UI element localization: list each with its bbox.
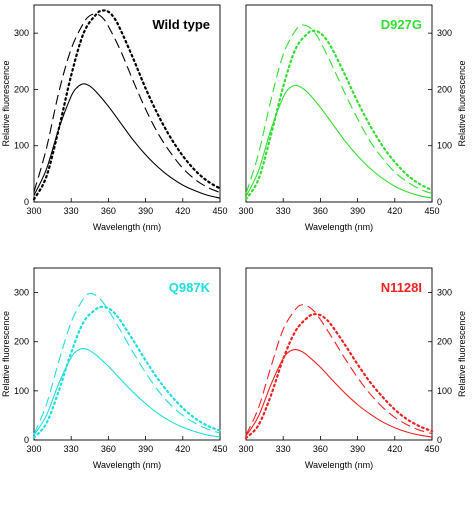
y-tick-label: 200: [14, 337, 29, 347]
x-tick-label: 450: [212, 206, 227, 216]
y-axis-label: Relative fluorescence: [1, 311, 11, 397]
series-line-dashed: [245, 304, 433, 436]
y-tick-label: 300: [437, 288, 452, 298]
series-line-dotted: [244, 29, 434, 201]
y-tick-label: 100: [437, 386, 452, 396]
series-line-dotted: [32, 305, 222, 439]
y-tick-label: 300: [14, 28, 29, 38]
plot-frame: [33, 267, 221, 441]
x-tick-label: 390: [138, 206, 153, 216]
y-tick-label: 100: [437, 141, 452, 151]
plot-frame: [245, 267, 433, 441]
x-tick-label: 390: [350, 444, 365, 454]
x-tick-label: 360: [313, 444, 328, 454]
plot-frame: [245, 4, 433, 203]
panel-title: Q987K: [169, 280, 211, 295]
x-tick-label: 450: [424, 444, 439, 454]
y-tick-label: 0: [437, 197, 442, 207]
y-tick-label: 0: [24, 197, 29, 207]
panel-title: Wild type: [152, 17, 210, 32]
y-tick-label: 200: [437, 84, 452, 94]
x-tick-label: 300: [26, 206, 41, 216]
x-tick-label: 300: [238, 444, 253, 454]
series-line-solid: [33, 348, 221, 438]
y-tick-label: 200: [14, 84, 29, 94]
x-axis-label: Wavelength (nm): [93, 460, 161, 470]
series-line-solid: [245, 349, 433, 438]
y-tick-label: 300: [437, 28, 452, 38]
y-tick-label: 300: [14, 288, 29, 298]
y-tick-label: 100: [14, 386, 29, 396]
x-tick-label: 450: [424, 206, 439, 216]
x-tick-label: 330: [276, 444, 291, 454]
series-line-solid: [33, 83, 221, 199]
x-tick-label: 360: [313, 206, 328, 216]
series-line-dotted: [244, 312, 434, 440]
x-tick-label: 330: [64, 206, 79, 216]
x-tick-label: 450: [212, 444, 227, 454]
plot-frame: [33, 4, 221, 203]
y-tick-label: 0: [24, 435, 29, 445]
x-tick-label: 300: [238, 206, 253, 216]
series-line-dashed: [33, 292, 221, 435]
chart-panel-3: 300 330 360 390 420 450 0 100 200 300 Wavelength (…: [1, 267, 228, 470]
panel-title: D927G: [381, 17, 422, 32]
x-tick-label: 390: [138, 444, 153, 454]
series-line-dotted: [32, 9, 222, 201]
x-axis-label: Wavelength (nm): [305, 460, 373, 470]
x-tick-label: 420: [387, 444, 402, 454]
series-line-solid: [245, 84, 433, 199]
y-axis-label: Relative fluorescence: [457, 60, 467, 146]
y-tick-label: 100: [14, 141, 29, 151]
panel-title: N1128I: [381, 280, 422, 295]
x-tick-label: 390: [350, 206, 365, 216]
x-axis-label: Wavelength (nm): [93, 222, 161, 232]
x-tick-label: 420: [387, 206, 402, 216]
y-axis-label: Relative fluorescence: [457, 311, 467, 397]
y-tick-label: 0: [437, 435, 442, 445]
y-tick-label: 200: [437, 337, 452, 347]
x-tick-label: 330: [276, 206, 291, 216]
x-tick-label: 420: [175, 444, 190, 454]
chart-panel-1: 300 330 360 390 420 450 0 100 200 300 Wavelength (…: [1, 4, 228, 232]
series-line-dashed: [33, 13, 221, 193]
x-tick-label: 420: [175, 206, 190, 216]
x-axis-label: Wavelength (nm): [305, 222, 373, 232]
y-axis-label: Relative fluorescence: [1, 60, 11, 146]
x-tick-label: 360: [101, 444, 116, 454]
series-line-dashed: [245, 24, 433, 195]
x-tick-label: 360: [101, 206, 116, 216]
x-tick-label: 300: [26, 444, 41, 454]
x-tick-label: 330: [64, 444, 79, 454]
